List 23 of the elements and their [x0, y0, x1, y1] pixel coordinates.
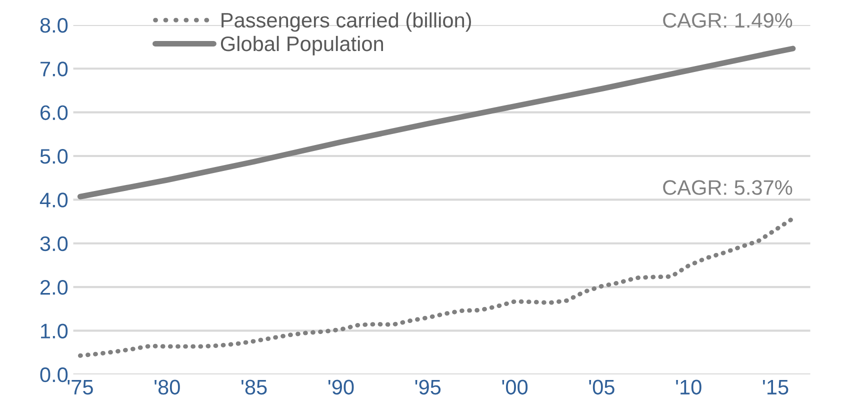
x-tick-label: '10	[676, 380, 702, 395]
y-tick-label: 1.0	[41, 324, 68, 338]
x-tick-label: '05	[589, 380, 614, 395]
x-tick-label: '95	[415, 380, 441, 395]
x-tick-label: '15	[763, 380, 788, 395]
y-tick-label: 0.0	[40, 367, 68, 382]
legend-label: Global Population	[220, 36, 384, 56]
y-tick-label: 6.0	[40, 105, 68, 120]
y-tick-label: 2.0	[40, 280, 68, 295]
legend-label: Passengers carried (billion)	[222, 12, 472, 32]
y-tick-label: 8.0	[40, 18, 68, 33]
x-tick-label: '85	[242, 380, 267, 395]
y-tick-label: 3.0	[40, 236, 68, 252]
line-series	[78, 216, 796, 358]
x-tick-label: '00	[502, 380, 528, 395]
x-tick-label: '75	[68, 380, 93, 395]
annotation: CAGR: 5.37%	[663, 180, 792, 195]
x-tick-label: '80	[154, 380, 180, 395]
annotation: CAGR: 1.49%	[663, 13, 792, 28]
x-tick-label: '90	[328, 380, 354, 395]
y-tick-label: 5.0	[40, 149, 68, 164]
y-tick-label: 7.0	[40, 62, 68, 76]
y-tick-label: 4.0	[40, 192, 68, 208]
